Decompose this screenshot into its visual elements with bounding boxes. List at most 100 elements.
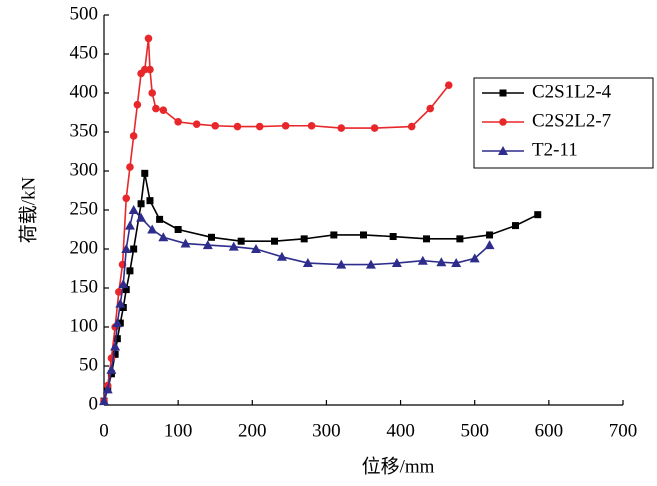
marker — [111, 350, 119, 358]
marker — [148, 89, 156, 97]
marker — [391, 258, 402, 268]
marker — [486, 231, 494, 239]
x-tick-label: 300 — [312, 420, 341, 441]
y-tick-label: 400 — [70, 81, 99, 102]
marker — [110, 341, 121, 351]
x-axis-label: 位移/mm — [362, 455, 435, 477]
x-tick-label: 600 — [535, 420, 564, 441]
marker — [336, 259, 347, 269]
marker — [281, 121, 290, 130]
marker — [444, 81, 453, 89]
marker — [159, 106, 168, 114]
y-tick-label: 200 — [70, 237, 99, 258]
marker — [192, 120, 201, 128]
marker — [141, 169, 149, 177]
marker — [436, 257, 447, 267]
y-tick-label: 0 — [89, 393, 99, 414]
marker — [302, 258, 313, 268]
marker — [147, 224, 158, 234]
marker — [498, 146, 508, 155]
marker — [122, 286, 130, 294]
marker — [534, 211, 542, 219]
legend-label: C2S2L2-7 — [532, 110, 611, 131]
marker — [451, 258, 462, 268]
marker — [337, 124, 346, 132]
marker — [180, 238, 191, 248]
marker — [417, 255, 428, 265]
marker — [128, 205, 139, 214]
marker — [121, 244, 132, 253]
marker — [228, 241, 239, 251]
marker — [499, 118, 507, 126]
marker — [122, 194, 131, 203]
marker — [146, 197, 154, 205]
y-axis-label: 荷载/kN — [17, 176, 39, 243]
marker — [456, 235, 464, 243]
marker — [158, 232, 169, 242]
marker — [136, 212, 147, 222]
marker — [300, 235, 308, 243]
marker — [407, 122, 416, 131]
series-line — [103, 173, 539, 402]
marker — [360, 231, 367, 239]
marker — [276, 251, 287, 261]
marker — [130, 245, 138, 253]
legend-label: C2S1L2-4 — [532, 81, 612, 102]
marker — [250, 244, 261, 253]
marker — [156, 215, 164, 223]
y-tick-label: 500 — [70, 3, 99, 24]
marker — [126, 163, 134, 171]
y-tick-label: 250 — [70, 198, 99, 219]
marker — [174, 226, 182, 233]
marker — [499, 89, 507, 97]
y-tick-label: 350 — [70, 120, 99, 141]
x-tick-label: 100 — [164, 420, 193, 441]
marker — [330, 231, 338, 239]
marker — [426, 104, 435, 113]
marker — [115, 288, 123, 296]
x-tick-label: 200 — [238, 420, 267, 441]
marker — [237, 237, 245, 245]
marker — [511, 222, 519, 230]
y-tick-label: 450 — [70, 42, 99, 63]
marker — [146, 65, 154, 74]
marker — [469, 253, 480, 263]
marker — [174, 118, 182, 126]
marker — [370, 124, 379, 132]
y-tick-label: 150 — [70, 276, 99, 297]
marker — [423, 235, 431, 243]
marker — [211, 121, 220, 130]
marker — [137, 200, 145, 208]
marker — [106, 364, 117, 374]
marker — [484, 240, 495, 250]
marker — [126, 267, 134, 275]
marker — [124, 220, 135, 230]
marker — [112, 318, 123, 328]
marker — [116, 319, 124, 327]
marker — [133, 100, 142, 109]
legend-label: T2-11 — [532, 139, 578, 160]
y-tick-label: 100 — [70, 315, 99, 336]
marker — [102, 384, 113, 394]
marker — [307, 121, 316, 130]
marker — [233, 122, 242, 131]
marker — [389, 233, 397, 241]
marker — [99, 396, 109, 406]
marker — [118, 279, 129, 289]
marker — [202, 240, 213, 250]
x-tick-label: 0 — [99, 420, 109, 441]
marker — [271, 237, 279, 245]
x-tick-label: 500 — [460, 420, 489, 441]
marker — [115, 298, 126, 308]
marker — [255, 122, 264, 131]
y-tick-label: 50 — [79, 354, 98, 375]
marker — [144, 34, 153, 43]
y-tick-label: 300 — [70, 159, 99, 180]
x-tick-label: 700 — [609, 420, 638, 441]
marker — [113, 335, 121, 343]
marker — [208, 233, 216, 241]
marker — [129, 132, 138, 140]
marker — [152, 104, 160, 113]
marker — [365, 259, 376, 269]
